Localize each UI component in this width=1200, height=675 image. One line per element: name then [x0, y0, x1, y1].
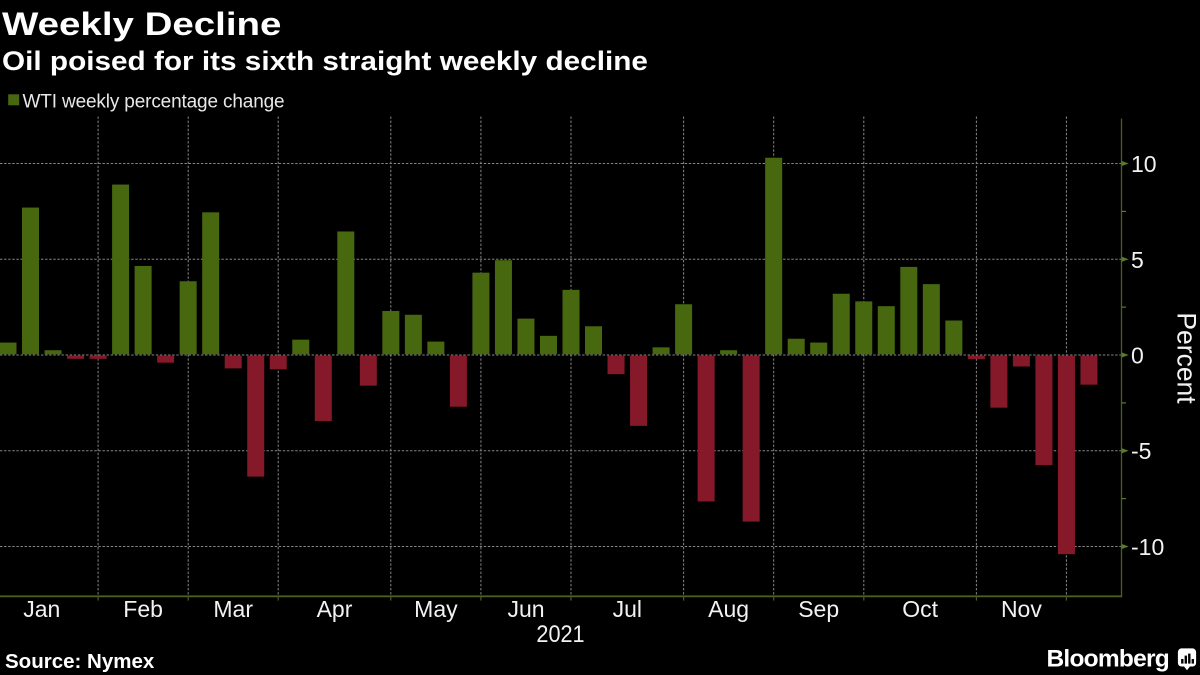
svg-text:Source: Nymex: Source: Nymex — [5, 650, 155, 673]
svg-text:May: May — [414, 596, 458, 622]
svg-text:Apr: Apr — [317, 596, 353, 622]
svg-text:Jun: Jun — [507, 596, 544, 622]
svg-text:Oil poised for its sixth strai: Oil poised for its sixth straight weekly… — [2, 46, 648, 75]
svg-text:5: 5 — [1131, 247, 1144, 273]
svg-text:Sep: Sep — [798, 596, 839, 622]
svg-text:WTI weekly percentage change: WTI weekly percentage change — [23, 92, 285, 113]
svg-text:-5: -5 — [1131, 438, 1151, 464]
svg-text:10: 10 — [1131, 151, 1157, 177]
svg-text:Aug: Aug — [708, 596, 749, 622]
svg-text:Jul: Jul — [613, 596, 642, 622]
svg-text:Bloomberg: Bloomberg — [1046, 646, 1169, 673]
svg-text:0: 0 — [1131, 343, 1144, 369]
svg-text:Jan: Jan — [23, 596, 60, 622]
svg-text:-10: -10 — [1131, 534, 1164, 560]
svg-text:Weekly Decline: Weekly Decline — [2, 6, 281, 43]
svg-text:Nov: Nov — [1001, 596, 1042, 622]
svg-text:Mar: Mar — [213, 596, 253, 622]
svg-text:2021: 2021 — [536, 620, 584, 648]
svg-text:Oct: Oct — [902, 596, 938, 622]
svg-text:Percent: Percent — [1172, 312, 1200, 404]
svg-text:Feb: Feb — [123, 596, 163, 622]
